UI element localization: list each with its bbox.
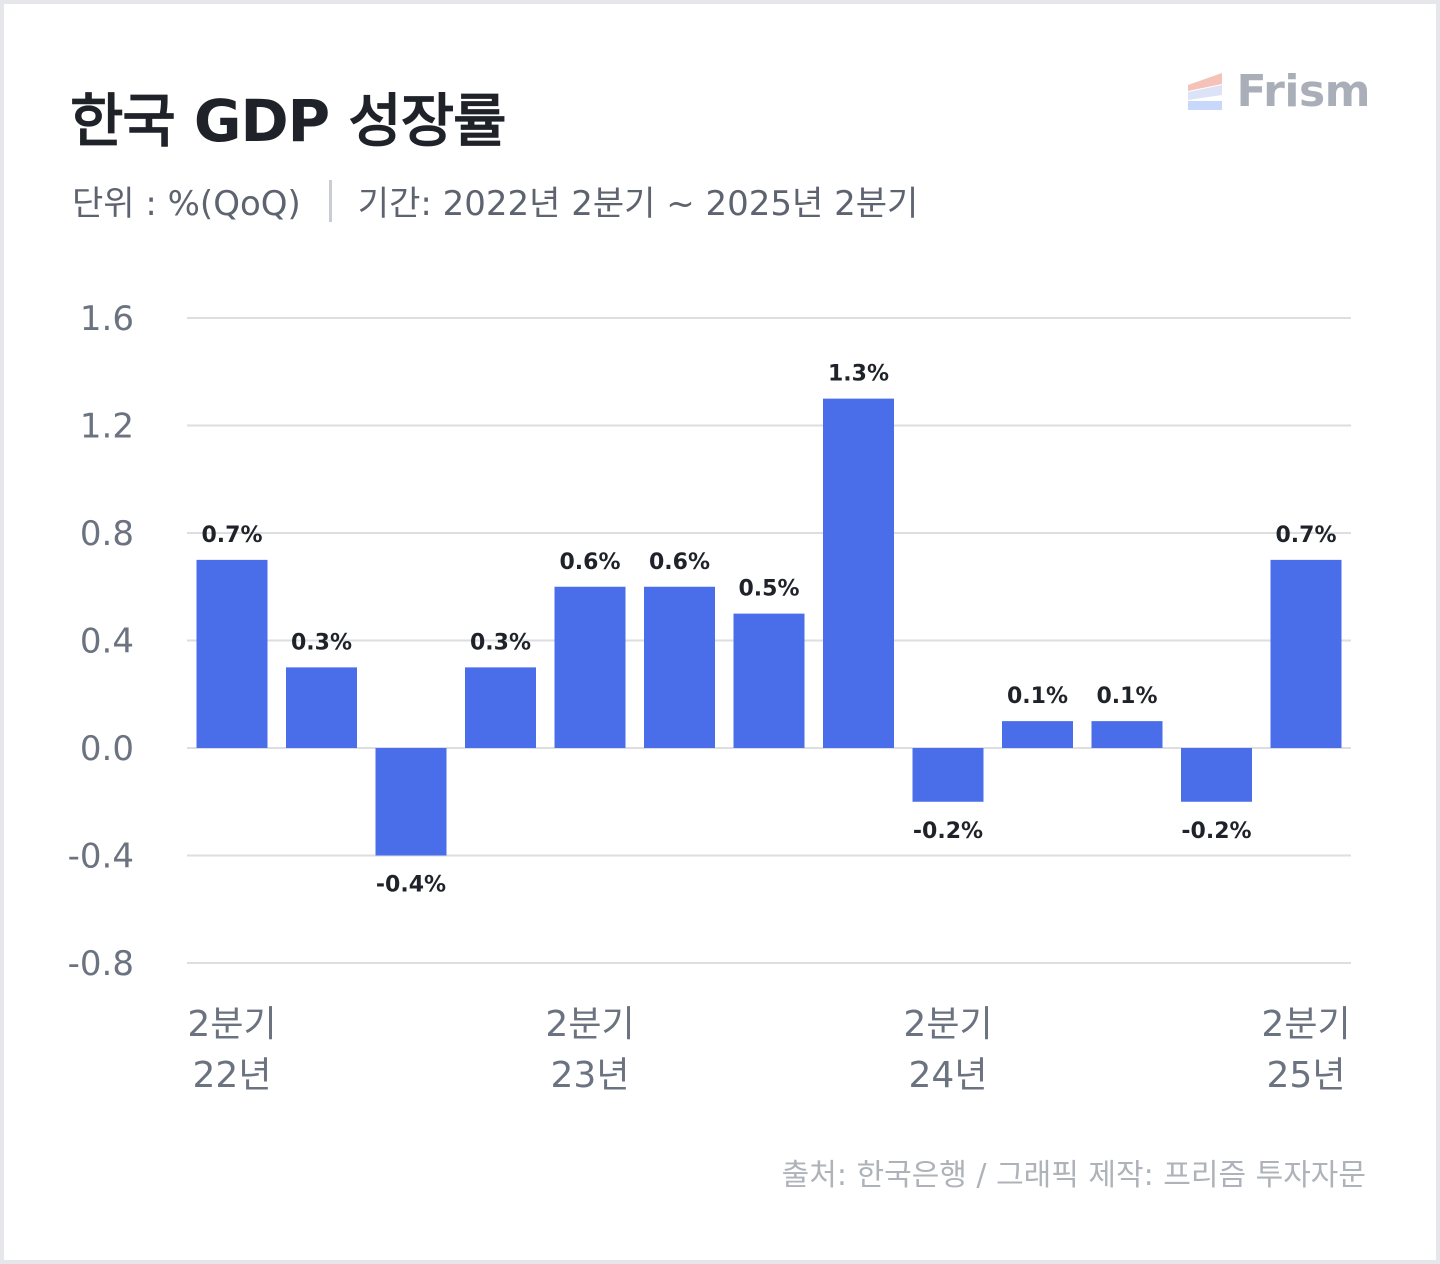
data-label: 0.3% bbox=[291, 630, 352, 655]
bar bbox=[644, 586, 715, 748]
bar bbox=[375, 748, 447, 856]
subtitle-divider bbox=[328, 179, 332, 222]
bar bbox=[1091, 721, 1163, 748]
chart-title: 한국 GDP 성장률 bbox=[70, 87, 506, 155]
data-label: -0.4% bbox=[376, 873, 446, 898]
bar bbox=[1270, 559, 1342, 748]
brand-logo: Frism bbox=[1184, 65, 1370, 117]
bar bbox=[196, 559, 268, 748]
x-tick-label-year: 24년 bbox=[909, 1055, 988, 1096]
x-tick-label-year: 25년 bbox=[1267, 1055, 1346, 1096]
stacked-bars-logo-icon bbox=[1188, 73, 1223, 110]
data-label: 0.3% bbox=[470, 630, 531, 655]
data-label: -0.2% bbox=[913, 819, 983, 844]
chart-subtitle: 단위 : %(QoQ) 기간: 2022년 2분기 ~ 2025년 2분기 bbox=[72, 176, 918, 225]
source-note: 출처: 한국은행 / 그래픽 제작: 프리즘 투자자문 bbox=[781, 1158, 1366, 1193]
y-tick-label: 1.6 bbox=[80, 299, 134, 339]
data-label: 0.5% bbox=[738, 577, 799, 602]
data-label: 0.7% bbox=[201, 523, 262, 548]
bar bbox=[912, 748, 984, 802]
data-label: -0.2% bbox=[1181, 819, 1251, 844]
bar bbox=[465, 667, 536, 748]
data-label: 1.3% bbox=[828, 362, 889, 387]
x-tick-label-quarter: 2분기 bbox=[903, 1004, 992, 1045]
y-tick-label: -0.8 bbox=[68, 944, 134, 984]
x-tick-label-year: 22년 bbox=[193, 1055, 272, 1096]
y-tick-label: 0.0 bbox=[80, 729, 134, 769]
brand-name: Frism bbox=[1236, 65, 1370, 117]
bar bbox=[1181, 748, 1252, 802]
x-tick-label-quarter: 2분기 bbox=[187, 1004, 276, 1045]
data-label: 0.1% bbox=[1096, 684, 1157, 709]
y-tick-label: -0.4 bbox=[68, 837, 134, 877]
period-label: 기간: 2022년 2분기 ~ 2025년 2분기 bbox=[357, 184, 919, 224]
data-label: 0.6% bbox=[559, 550, 620, 575]
unit-label: 단위 : %(QoQ) bbox=[72, 184, 301, 224]
data-label: 0.6% bbox=[649, 550, 710, 575]
bar bbox=[554, 586, 626, 748]
x-tick-label-quarter: 2분기 bbox=[1261, 1004, 1350, 1045]
y-tick-label: 1.2 bbox=[80, 407, 134, 447]
x-tick-label-quarter: 2분기 bbox=[545, 1004, 634, 1045]
y-tick-label: 0.4 bbox=[80, 622, 134, 662]
bar bbox=[823, 398, 894, 748]
bar bbox=[286, 667, 357, 748]
y-tick-label: 0.8 bbox=[80, 514, 134, 554]
data-label: 0.1% bbox=[1007, 684, 1068, 709]
bar bbox=[733, 613, 805, 748]
bar bbox=[1002, 721, 1073, 748]
x-tick-label-year: 23년 bbox=[551, 1055, 630, 1096]
data-label: 0.7% bbox=[1275, 523, 1336, 548]
